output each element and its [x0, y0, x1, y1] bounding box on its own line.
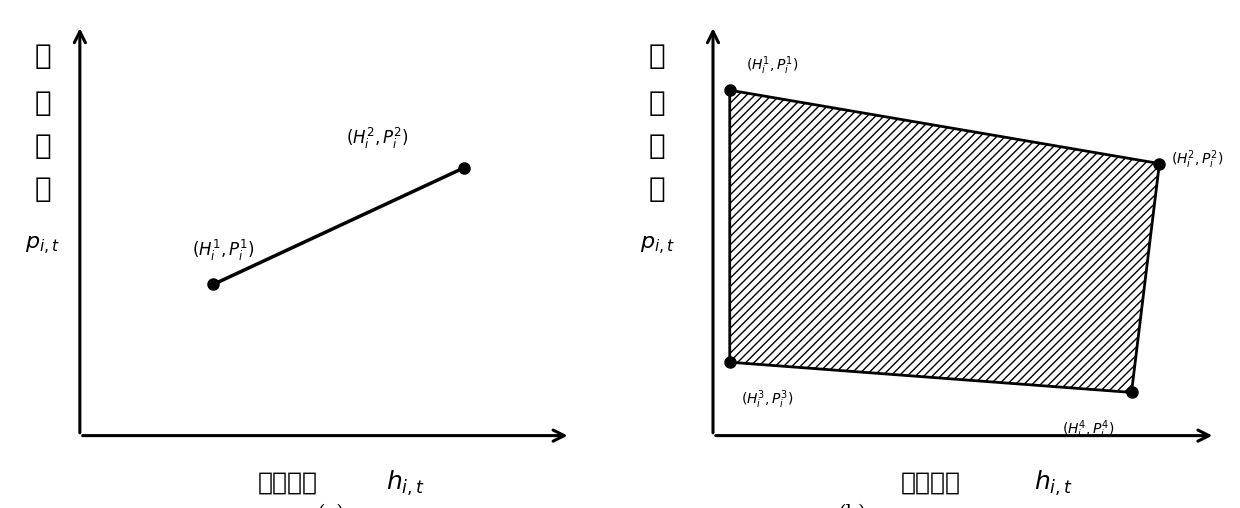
Text: (b): (b): [838, 504, 867, 508]
Text: 力: 力: [649, 175, 666, 204]
Text: 电: 电: [649, 89, 666, 117]
Text: $(H_i^1,P_i^1)$: $(H_i^1,P_i^1)$: [746, 55, 799, 77]
Text: 供热出力: 供热出力: [900, 471, 961, 495]
Text: $h_{i,t}$: $h_{i,t}$: [387, 468, 425, 498]
Text: $(H_i^1,P_i^1)$: $(H_i^1,P_i^1)$: [192, 238, 254, 263]
Text: $(H_i^3,P_i^3)$: $(H_i^3,P_i^3)$: [742, 388, 794, 410]
Text: $p_{i,t}$: $p_{i,t}$: [640, 235, 675, 257]
Text: 供: 供: [35, 42, 51, 70]
Text: $(H_i^4,P_i^4)$: $(H_i^4,P_i^4)$: [1063, 419, 1115, 441]
Text: $(H_i^2,P_i^2)$: $(H_i^2,P_i^2)$: [346, 125, 409, 150]
Text: 电: 电: [35, 89, 51, 117]
Text: 力: 力: [35, 175, 51, 204]
Text: 供: 供: [649, 42, 666, 70]
Text: $h_{i,t}$: $h_{i,t}$: [1034, 468, 1073, 498]
Text: 供热出力: 供热出力: [258, 471, 317, 495]
Polygon shape: [729, 90, 1159, 392]
Text: 出: 出: [35, 132, 51, 161]
Text: $(H_i^2,P_i^2)$: $(H_i^2,P_i^2)$: [1171, 148, 1223, 171]
Text: (a): (a): [317, 504, 343, 508]
Text: $p_{i,t}$: $p_{i,t}$: [25, 235, 60, 257]
Text: 出: 出: [649, 132, 666, 161]
